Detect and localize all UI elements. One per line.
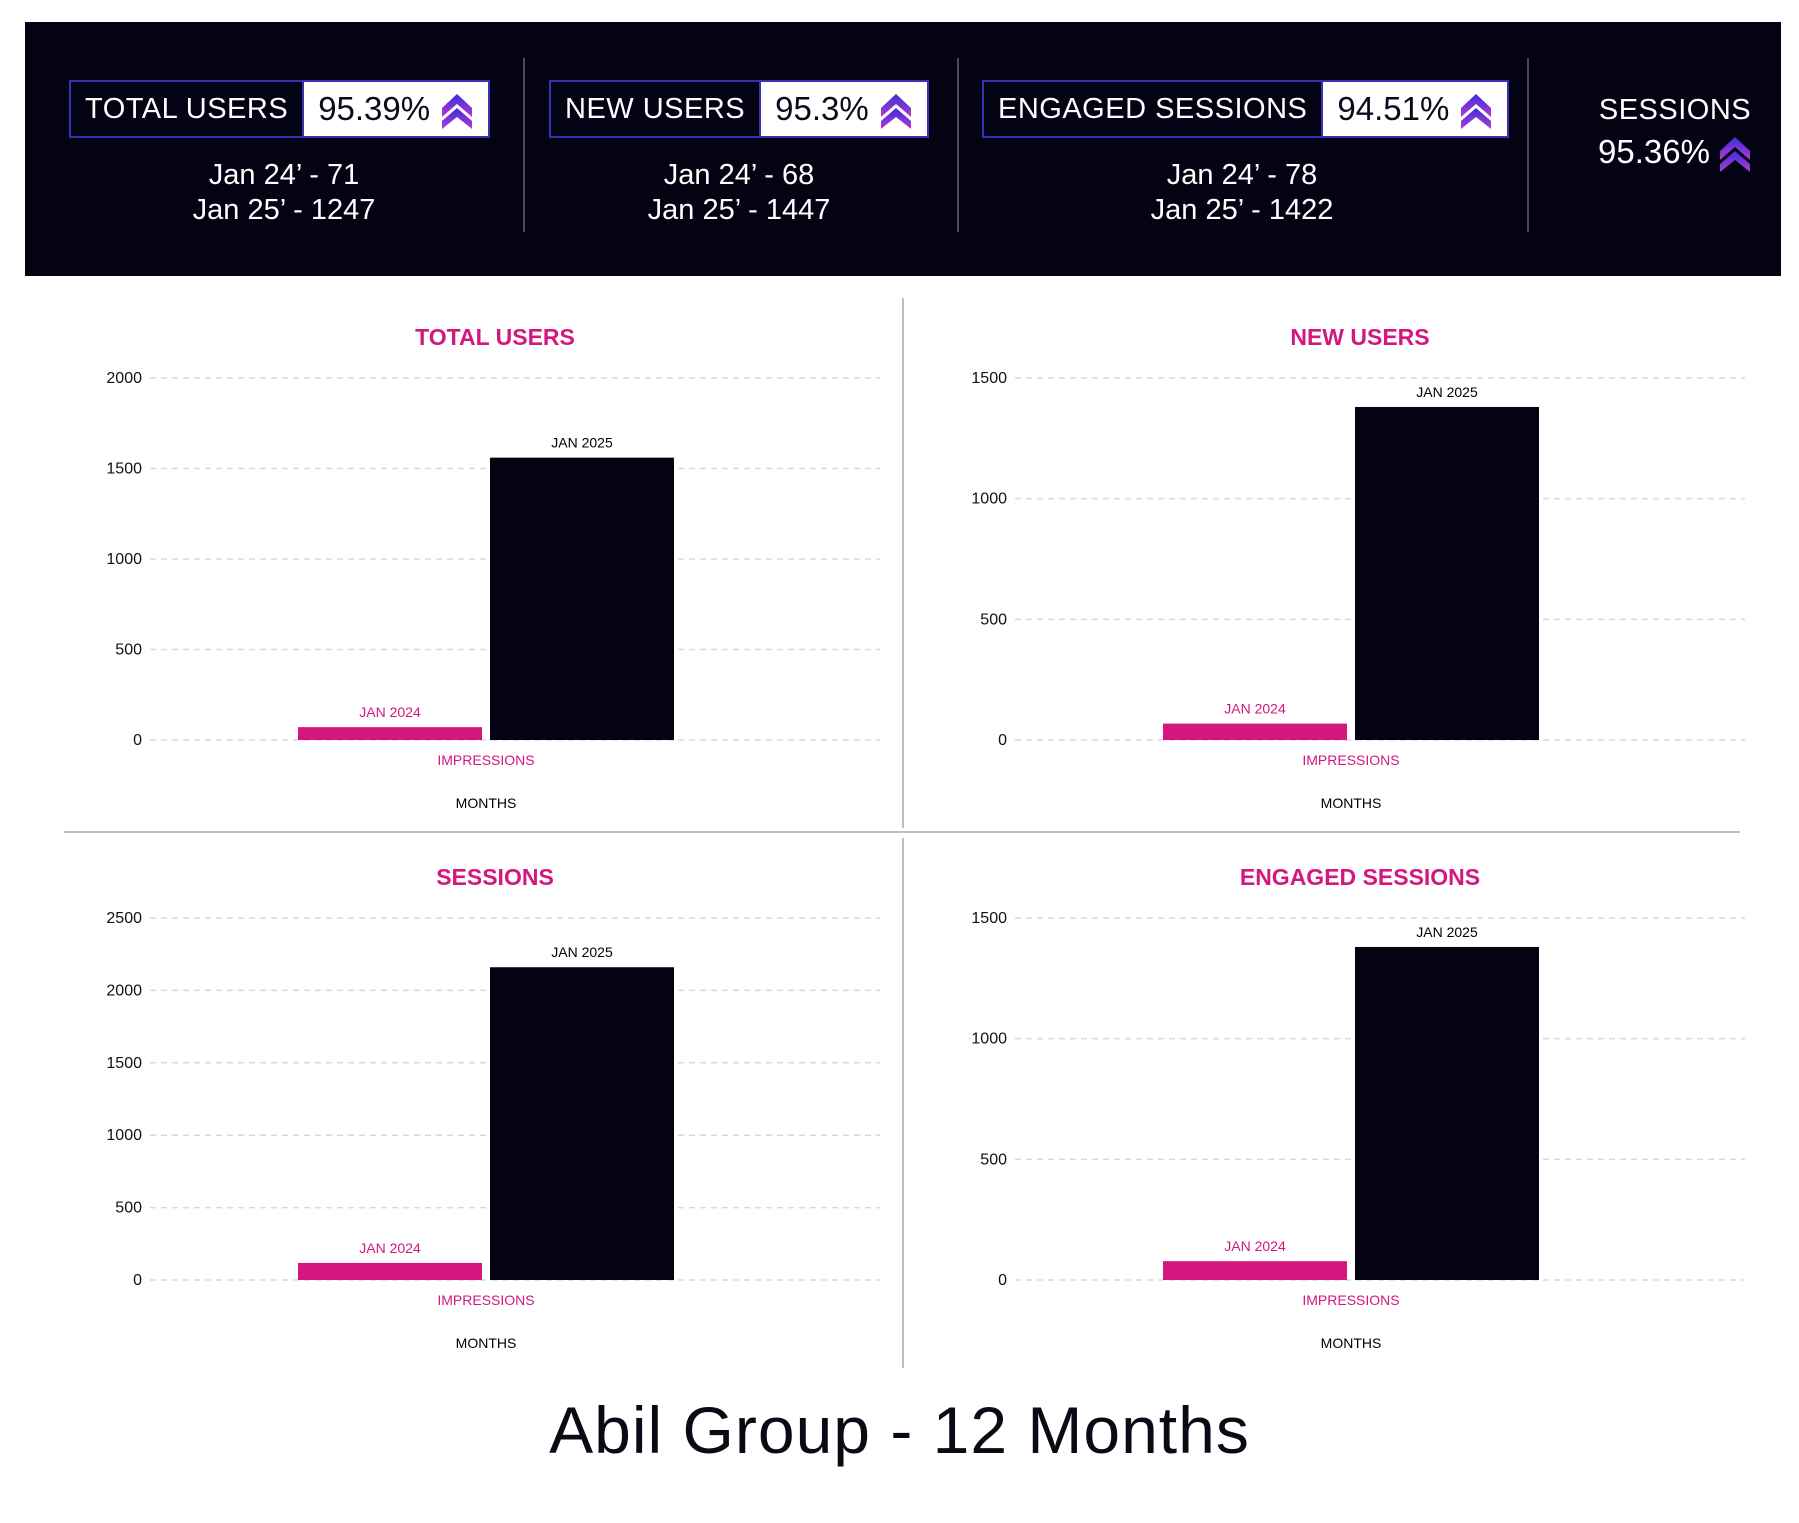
double-chevron-up-icon	[1461, 94, 1492, 129]
kpi-total-users: TOTAL USERS 95.39% Jan 24’ - 71 Jan 25’ …	[69, 80, 499, 260]
kpi-value: 95.3%	[775, 90, 869, 127]
kpi-value-box: 95.39%	[302, 82, 489, 136]
x-category-label: IMPRESSIONS	[437, 1292, 534, 1308]
kpi-label: TOTAL USERS	[85, 92, 289, 125]
bar-label: JAN 2024	[359, 1240, 421, 1256]
kpi-value: 94.51%	[1337, 90, 1450, 127]
x-axis-label: MONTHS	[1321, 795, 1382, 811]
x-category-label: IMPRESSIONS	[1302, 752, 1399, 768]
kpi-divider	[957, 58, 959, 232]
y-tick-label: 1500	[106, 461, 142, 478]
bar-jan-2024	[298, 727, 482, 740]
kpi-details: Jan 24’ - 71 Jan 25’ - 1247	[69, 158, 499, 228]
chart-svg: NEW USERS 0 500 1000 1500 JAN 2024 JAN 2025 IMP…	[971, 324, 1745, 811]
grid-divider-vertical	[902, 838, 904, 1368]
kpi-label: ENGAGED SESSIONS	[998, 92, 1308, 125]
grid-divider-vertical	[902, 298, 904, 828]
kpi-detail-jan24: Jan 24’ - 68	[663, 159, 815, 191]
y-tick-label: 2000	[106, 370, 142, 387]
kpi-banner: TOTAL USERS 95.39% Jan 24’ - 71 Jan 25’ …	[25, 22, 1781, 276]
bar-jan-2025	[490, 457, 674, 740]
bar-jan-2025	[1355, 946, 1539, 1280]
y-tick-label: 1500	[971, 370, 1007, 387]
kpi-value-box: 94.51%	[1321, 82, 1508, 136]
bar-label: JAN 2024	[1224, 701, 1286, 717]
kpi-value-box: 95.3%	[759, 82, 927, 136]
y-tick-label: 1500	[106, 1055, 142, 1072]
bar-label: JAN 2025	[1416, 924, 1478, 940]
y-tick-label: 1000	[971, 491, 1007, 508]
kpi-value: 95.36%	[1598, 133, 1710, 170]
kpi-detail-jan25: Jan 25’ - 1247	[192, 194, 376, 226]
y-tick-label: 0	[133, 732, 142, 749]
y-tick-label: 0	[998, 732, 1007, 749]
chart-title: SESSIONS	[436, 864, 554, 890]
y-tick-label: 500	[115, 1200, 142, 1217]
chart-title: ENGAGED SESSIONS	[1240, 864, 1480, 890]
y-tick-label: 1000	[971, 1031, 1007, 1048]
double-chevron-up-icon	[1719, 137, 1750, 172]
y-tick-label: 2500	[106, 910, 142, 927]
kpi-details: Jan 24’ - 68 Jan 25’ - 1447	[549, 158, 929, 228]
kpi-new-users: NEW USERS 95.3% Jan 24’ - 68 Jan 25’ - 1…	[549, 80, 929, 260]
kpi-details: Jan 24’ - 78 Jan 25’ - 1422	[982, 158, 1502, 228]
bar-jan-2025	[490, 967, 674, 1280]
y-tick-label: 0	[998, 1272, 1007, 1289]
kpi-divider	[1527, 58, 1529, 232]
x-axis-label: MONTHS	[1321, 1335, 1382, 1351]
x-axis-label: MONTHS	[456, 1335, 517, 1351]
chart-svg: ENGAGED SESSIONS 0 500 1000 1500 JAN 2024 JAN …	[971, 864, 1745, 1351]
kpi-value-row: 95.36%	[1555, 131, 1795, 173]
bar-label: JAN 2024	[1224, 1238, 1286, 1254]
footer-title: Abil Group - 12 Months	[549, 1393, 1250, 1467]
chart-engaged-sessions: ENGAGED SESSIONS 0 500 1000 1500 JAN 2024 JAN …	[895, 840, 1765, 1380]
kpi-label-row: TOTAL USERS 95.39%	[69, 80, 491, 138]
kpi-engaged-sessions: ENGAGED SESSIONS 94.51% Jan 24’ - 78 Jan…	[982, 80, 1510, 260]
kpi-label: NEW USERS	[565, 92, 746, 125]
x-category-label: IMPRESSIONS	[437, 752, 534, 768]
chart-title: NEW USERS	[1290, 324, 1429, 350]
y-tick-label: 0	[133, 1272, 142, 1289]
x-category-label: IMPRESSIONS	[1302, 1292, 1399, 1308]
y-tick-label: 2000	[106, 982, 142, 999]
chart-new-users: NEW USERS 0 500 1000 1500 JAN 2024 JAN 2025 IMP…	[895, 300, 1765, 840]
bar-label: JAN 2025	[551, 944, 613, 960]
kpi-divider	[523, 58, 525, 232]
kpi-detail-jan25: Jan 25’ - 1447	[647, 194, 831, 226]
y-tick-label: 1000	[106, 551, 142, 568]
x-axis-label: MONTHS	[456, 795, 517, 811]
kpi-detail-jan25: Jan 25’ - 1422	[1150, 194, 1334, 226]
kpi-label-row: ENGAGED SESSIONS 94.51%	[982, 80, 1510, 138]
kpi-detail-jan24: Jan 24’ - 78	[1166, 159, 1318, 191]
y-tick-label: 500	[980, 1151, 1007, 1168]
kpi-detail-jan24: Jan 24’ - 71	[208, 159, 360, 191]
chart-svg: SESSIONS 0 500 1000 1500 2000 2500 JAN 2024 JAN …	[106, 864, 880, 1351]
bar-jan-2024	[1163, 723, 1347, 740]
y-tick-label: 1500	[971, 910, 1007, 927]
chart-title: TOTAL USERS	[415, 324, 575, 350]
y-tick-label: 500	[115, 642, 142, 659]
grid-divider-horizontal	[64, 831, 1740, 833]
bar-label: JAN 2025	[551, 435, 613, 451]
chart-sessions: SESSIONS 0 500 1000 1500 2000 2500 JAN 2024 JAN …	[30, 840, 900, 1380]
bar-jan-2024	[298, 1262, 482, 1280]
double-chevron-up-icon	[442, 94, 473, 129]
bar-jan-2024	[1163, 1261, 1347, 1280]
kpi-value: 95.39%	[318, 90, 431, 127]
bar-label: JAN 2024	[359, 704, 421, 720]
bar-jan-2025	[1355, 406, 1539, 740]
double-chevron-up-icon	[880, 94, 911, 129]
y-tick-label: 1000	[106, 1127, 142, 1144]
chart-svg: TOTAL USERS 0 500 1000 1500 2000 JAN 2024 JAN 2…	[106, 324, 880, 811]
y-tick-label: 500	[980, 611, 1007, 628]
kpi-label: SESSIONS	[1598, 94, 1752, 126]
bar-label: JAN 2025	[1416, 384, 1478, 400]
kpi-sessions: SESSIONS 95.36%	[1555, 94, 1795, 173]
kpi-label-row: NEW USERS 95.3%	[549, 80, 929, 138]
chart-total-users: TOTAL USERS 0 500 1000 1500 2000 JAN 2024 JAN 2…	[30, 300, 900, 840]
